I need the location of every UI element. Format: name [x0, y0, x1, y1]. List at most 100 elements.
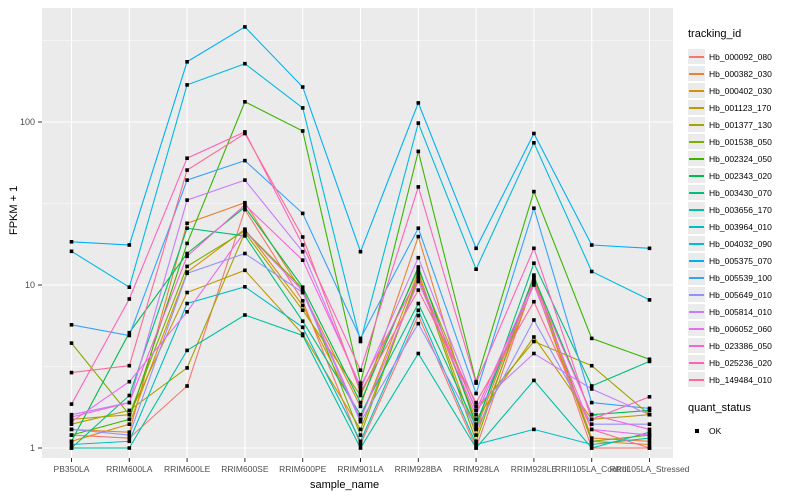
legend-color-line: [689, 345, 704, 347]
data-point: [69, 415, 74, 419]
data-point: [589, 363, 594, 368]
data-point: [474, 267, 478, 271]
data-point: [474, 433, 478, 437]
data-point: [647, 430, 652, 434]
data-point: [300, 258, 305, 262]
data-point: [300, 249, 305, 254]
data-point: [243, 25, 247, 29]
legend-label: Hb_149484_010: [709, 374, 772, 385]
legend-label: Hb_000092_080: [709, 51, 772, 62]
legend-key-line-icon: [688, 287, 705, 302]
data-point: [647, 442, 652, 447]
legend-entry-Hb_006052_060: Hb_006052_060: [688, 320, 800, 337]
data-point: [416, 321, 421, 326]
legend-key-line-icon: [688, 253, 705, 268]
data-point: [358, 387, 363, 391]
data-point: [300, 85, 305, 89]
data-point: [185, 310, 189, 314]
data-point: [532, 206, 536, 210]
legend-label: Hb_025236_020: [709, 357, 772, 368]
data-point: [69, 249, 74, 254]
data-point: [185, 271, 189, 276]
data-point: [243, 234, 247, 238]
data-point: [589, 427, 594, 432]
data-point: [69, 419, 74, 424]
data-point: [416, 121, 421, 125]
legend-key-line-icon: [688, 372, 705, 387]
data-point: [416, 275, 421, 279]
data-point: [69, 412, 74, 417]
legend-key-point-icon: [688, 423, 705, 438]
data-point: [474, 412, 478, 417]
data-point: [358, 400, 363, 405]
data-point: [185, 178, 189, 182]
data-point: [647, 427, 652, 432]
data-point: [358, 427, 363, 432]
legend-label: Hb_002343_020: [709, 170, 772, 181]
legend-entry-Hb_003656_170: Hb_003656_170: [688, 201, 800, 218]
data-point: [243, 285, 247, 289]
data-point: [69, 370, 74, 375]
data-point: [358, 393, 363, 398]
data-point: [243, 205, 247, 209]
data-point: [300, 106, 305, 110]
legend-label: Hb_000402_030: [709, 85, 772, 96]
legend-entry-Hb_000092_080: Hb_000092_080: [688, 48, 800, 65]
data-point: [532, 246, 536, 251]
legend-color-line: [689, 362, 704, 364]
quant-status-label: OK: [709, 425, 722, 436]
legend-label: Hb_004032_090: [709, 238, 772, 249]
data-point: [300, 289, 305, 293]
legend-color-line: [689, 260, 704, 262]
legend-label: Hb_005375_070: [709, 255, 772, 266]
data-point: [647, 439, 652, 444]
data-point: [532, 283, 536, 287]
data-point: [416, 267, 421, 271]
legend-entry-Hb_004032_090: Hb_004032_090: [688, 235, 800, 252]
data-point: [589, 387, 594, 391]
legend-label: Hb_006052_060: [709, 323, 772, 334]
quant-status-entry-OK: OK: [688, 422, 800, 439]
data-point: [532, 279, 536, 284]
data-point: [185, 198, 189, 202]
data-point: [647, 357, 652, 362]
data-point: [243, 313, 247, 317]
data-point: [416, 270, 421, 274]
legend-key-line-icon: [688, 236, 705, 251]
legend-key-line-icon: [688, 304, 705, 319]
data-point: [532, 273, 536, 277]
data-point: [69, 402, 74, 406]
data-point: [589, 436, 594, 440]
data-point: [589, 400, 594, 405]
data-point: [358, 384, 363, 388]
legend-color-line: [689, 73, 704, 75]
data-point: [358, 417, 363, 422]
legend-color-line: [689, 56, 704, 58]
data-point: [416, 351, 421, 356]
data-point: [300, 211, 305, 216]
legend: tracking_id Hb_000092_080 Hb_000382_030 Hb…: [688, 28, 800, 439]
data-point: [127, 297, 132, 301]
legend-color-line: [689, 277, 704, 279]
data-point: [300, 129, 305, 133]
legend-key-line-icon: [688, 117, 705, 132]
data-point: [185, 348, 189, 353]
data-point: [532, 189, 536, 194]
data-point: [127, 439, 132, 444]
legend-entries: Hb_000092_080 Hb_000382_030 Hb_000402_030 H…: [688, 48, 800, 388]
data-point: [185, 384, 189, 388]
data-point: [185, 254, 189, 259]
black-square-point-icon: [694, 428, 699, 433]
legend-label: Hb_005539_100: [709, 272, 772, 283]
data-point: [300, 235, 305, 239]
data-point: [416, 101, 421, 105]
data-point: [647, 359, 652, 364]
data-point: [127, 400, 132, 405]
data-point: [243, 203, 247, 207]
data-point: [185, 221, 189, 226]
series-points: [69, 25, 652, 450]
data-point: [69, 422, 74, 426]
data-point: [589, 446, 594, 450]
data-point: [474, 391, 478, 396]
data-point: [416, 185, 421, 189]
